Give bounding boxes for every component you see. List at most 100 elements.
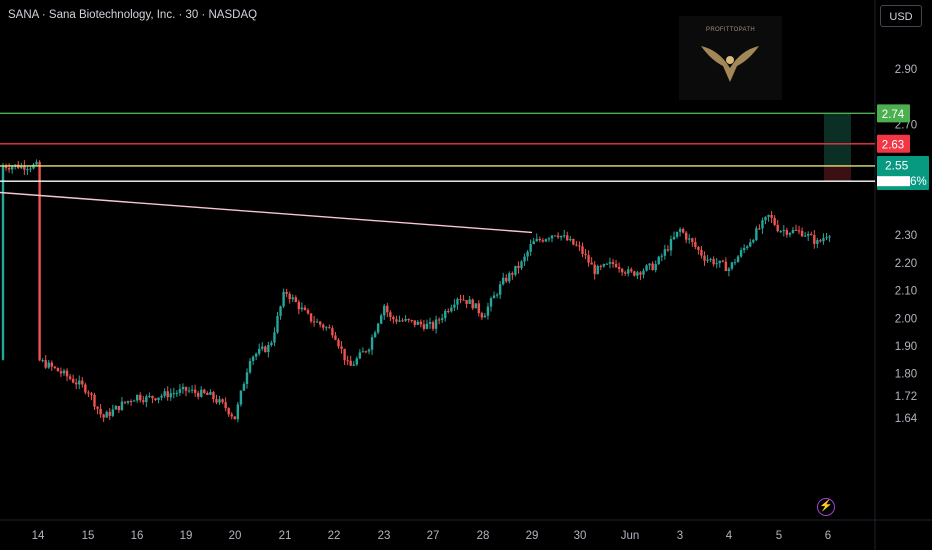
candle-body xyxy=(62,370,66,374)
y-tick-label: 1.72 xyxy=(895,391,917,403)
candle-body xyxy=(526,251,529,257)
lightning-icon[interactable]: ⚡ xyxy=(817,498,835,516)
candle-body xyxy=(764,216,767,221)
candle-body xyxy=(541,240,545,242)
candle-body xyxy=(590,262,593,265)
candle-body xyxy=(425,323,429,329)
candle-body xyxy=(75,382,78,385)
candle-body xyxy=(53,366,57,368)
candle-body xyxy=(767,214,770,217)
candle-body xyxy=(56,367,60,372)
candle-body xyxy=(544,239,548,242)
candle-body xyxy=(520,261,523,269)
candle-body xyxy=(669,239,673,251)
candle-body xyxy=(132,400,136,402)
candle-body xyxy=(645,265,648,271)
candle-body xyxy=(608,262,612,264)
candle-body xyxy=(227,408,230,415)
candle-body xyxy=(282,291,285,307)
candle-body xyxy=(389,312,392,317)
candle-body xyxy=(218,399,221,403)
watermark-logo: PROFITTOPATH xyxy=(679,16,782,100)
candle-body xyxy=(654,264,657,271)
candle-body xyxy=(10,166,14,170)
candle-body xyxy=(346,360,349,362)
candle-body xyxy=(236,404,240,420)
candle-body xyxy=(233,416,236,420)
candle-body xyxy=(563,235,566,237)
candle-body xyxy=(325,327,328,329)
candle-body xyxy=(605,263,609,265)
candle-body xyxy=(828,236,831,238)
candle-body xyxy=(166,391,169,398)
candle-body xyxy=(788,232,792,235)
candle-body xyxy=(569,238,572,241)
candle-body xyxy=(35,161,38,165)
candle-body xyxy=(4,166,8,169)
candle-body xyxy=(587,255,590,263)
candle-body xyxy=(87,392,90,394)
x-tick-label: Jun xyxy=(621,530,640,542)
trendline-0 xyxy=(0,191,533,234)
candle-body xyxy=(761,220,764,229)
y-tick-label: 1.90 xyxy=(895,341,917,353)
candle-body xyxy=(93,394,96,407)
candle-body xyxy=(178,389,182,393)
candle-body xyxy=(261,346,264,349)
candle-body xyxy=(715,263,718,265)
currency-button[interactable]: USD xyxy=(880,5,922,27)
candle-body xyxy=(169,393,172,398)
x-tick-label: 23 xyxy=(378,530,391,542)
x-tick-label: 5 xyxy=(776,530,782,542)
candle-body xyxy=(547,238,551,240)
candle-body xyxy=(47,362,50,368)
candle-body xyxy=(416,321,419,325)
candle-body xyxy=(572,238,575,245)
candle-body xyxy=(749,242,752,247)
candle-body xyxy=(794,229,798,231)
y-tick-label: 1.80 xyxy=(895,369,917,381)
candle-body xyxy=(96,406,99,409)
candle-body xyxy=(68,376,72,379)
candle-body xyxy=(44,360,47,368)
level-tag-green-bg xyxy=(877,104,910,123)
candle-body xyxy=(41,360,44,362)
candle-body xyxy=(364,351,368,353)
x-tick-label: 20 xyxy=(229,530,242,542)
y-tick-label: 1.64 xyxy=(895,413,918,425)
candle-body xyxy=(349,360,352,366)
candle-body xyxy=(462,299,465,301)
candle-body xyxy=(136,394,139,401)
candle-body xyxy=(483,315,487,318)
candle-body xyxy=(331,328,334,336)
candle-body xyxy=(38,161,41,361)
candle-body xyxy=(114,405,118,410)
candle-body xyxy=(797,230,801,232)
candle-body xyxy=(184,386,188,391)
candle-body xyxy=(651,263,654,271)
candle-body xyxy=(212,392,215,400)
x-tick-label: 4 xyxy=(726,530,733,542)
x-tick-label: 22 xyxy=(328,530,341,542)
x-tick-label: 14 xyxy=(32,530,45,542)
candle-body xyxy=(422,324,426,329)
candle-body xyxy=(468,299,471,304)
candle-body xyxy=(395,319,398,322)
candle-body xyxy=(428,322,432,324)
candle-body xyxy=(172,393,175,395)
candle-body xyxy=(816,240,819,244)
candle-body xyxy=(78,380,81,385)
candle-body xyxy=(300,307,304,310)
candle-body xyxy=(532,241,535,245)
candle-body xyxy=(575,244,578,246)
y-tick-label: 2.30 xyxy=(895,230,917,242)
candle-body xyxy=(721,260,724,262)
candle-body xyxy=(20,165,23,169)
candle-body xyxy=(181,386,185,390)
candle-body xyxy=(657,256,660,265)
candle-body xyxy=(254,353,258,357)
candle-body xyxy=(550,235,554,239)
candle-body xyxy=(151,395,154,399)
candle-body xyxy=(139,394,142,401)
